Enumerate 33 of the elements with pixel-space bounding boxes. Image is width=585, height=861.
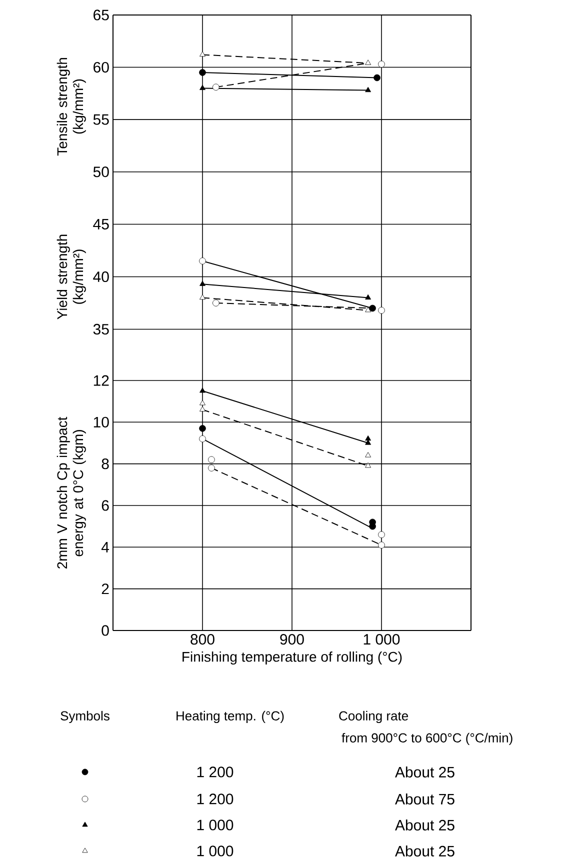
text: Cooling rate <box>339 710 408 724</box>
text: About 25 <box>395 819 454 830</box>
y-tick-label: 10 <box>94 416 109 428</box>
text: 1 000 <box>197 820 234 830</box>
text: from 900°C to 600°C (°C/min) <box>342 732 512 746</box>
x-axis-title: Finishing temperature of rolling (°C) <box>182 652 402 665</box>
y-axis-title: Tensile strength (kg/mm²) <box>56 58 86 156</box>
y-tick-label: 45 <box>93 219 109 230</box>
legend-title: Symbols <box>60 710 110 724</box>
text: Heating temp. (°C) <box>176 710 284 724</box>
y-tick-label: 0 <box>102 625 109 636</box>
x-tick-label: 900 <box>280 634 304 645</box>
text: 1 200 <box>197 766 234 778</box>
y-tick-label: 2 <box>102 584 109 594</box>
y-tick-label: 50 <box>93 166 109 178</box>
y-tick-label: 12 <box>94 375 109 386</box>
y-axis-title: 2mm V notch Cp impact energy at 0°C (kgm) <box>56 416 86 569</box>
y-tick-label: 40 <box>93 271 109 282</box>
y-tick-label: 65 <box>94 10 109 20</box>
y-tick-label: 6 <box>102 500 109 511</box>
y-axis-title: Yield strength (kg/mm²) <box>56 234 86 320</box>
y-tick-label: 8 <box>102 458 109 470</box>
text: About 75 <box>395 793 454 804</box>
text: 1 200 <box>197 794 234 804</box>
y-tick-label: 60 <box>94 62 109 73</box>
text: 1 000 <box>197 846 234 856</box>
y-tick-label: 35 <box>93 324 109 335</box>
y-tick-label: 55 <box>93 114 109 125</box>
y-tick-label: 4 <box>101 542 110 552</box>
x-tick-label: 800 <box>190 634 214 645</box>
text: About 25 <box>395 766 454 778</box>
x-tick-label: 1 000 <box>364 634 400 645</box>
text: About 25 <box>395 845 454 856</box>
